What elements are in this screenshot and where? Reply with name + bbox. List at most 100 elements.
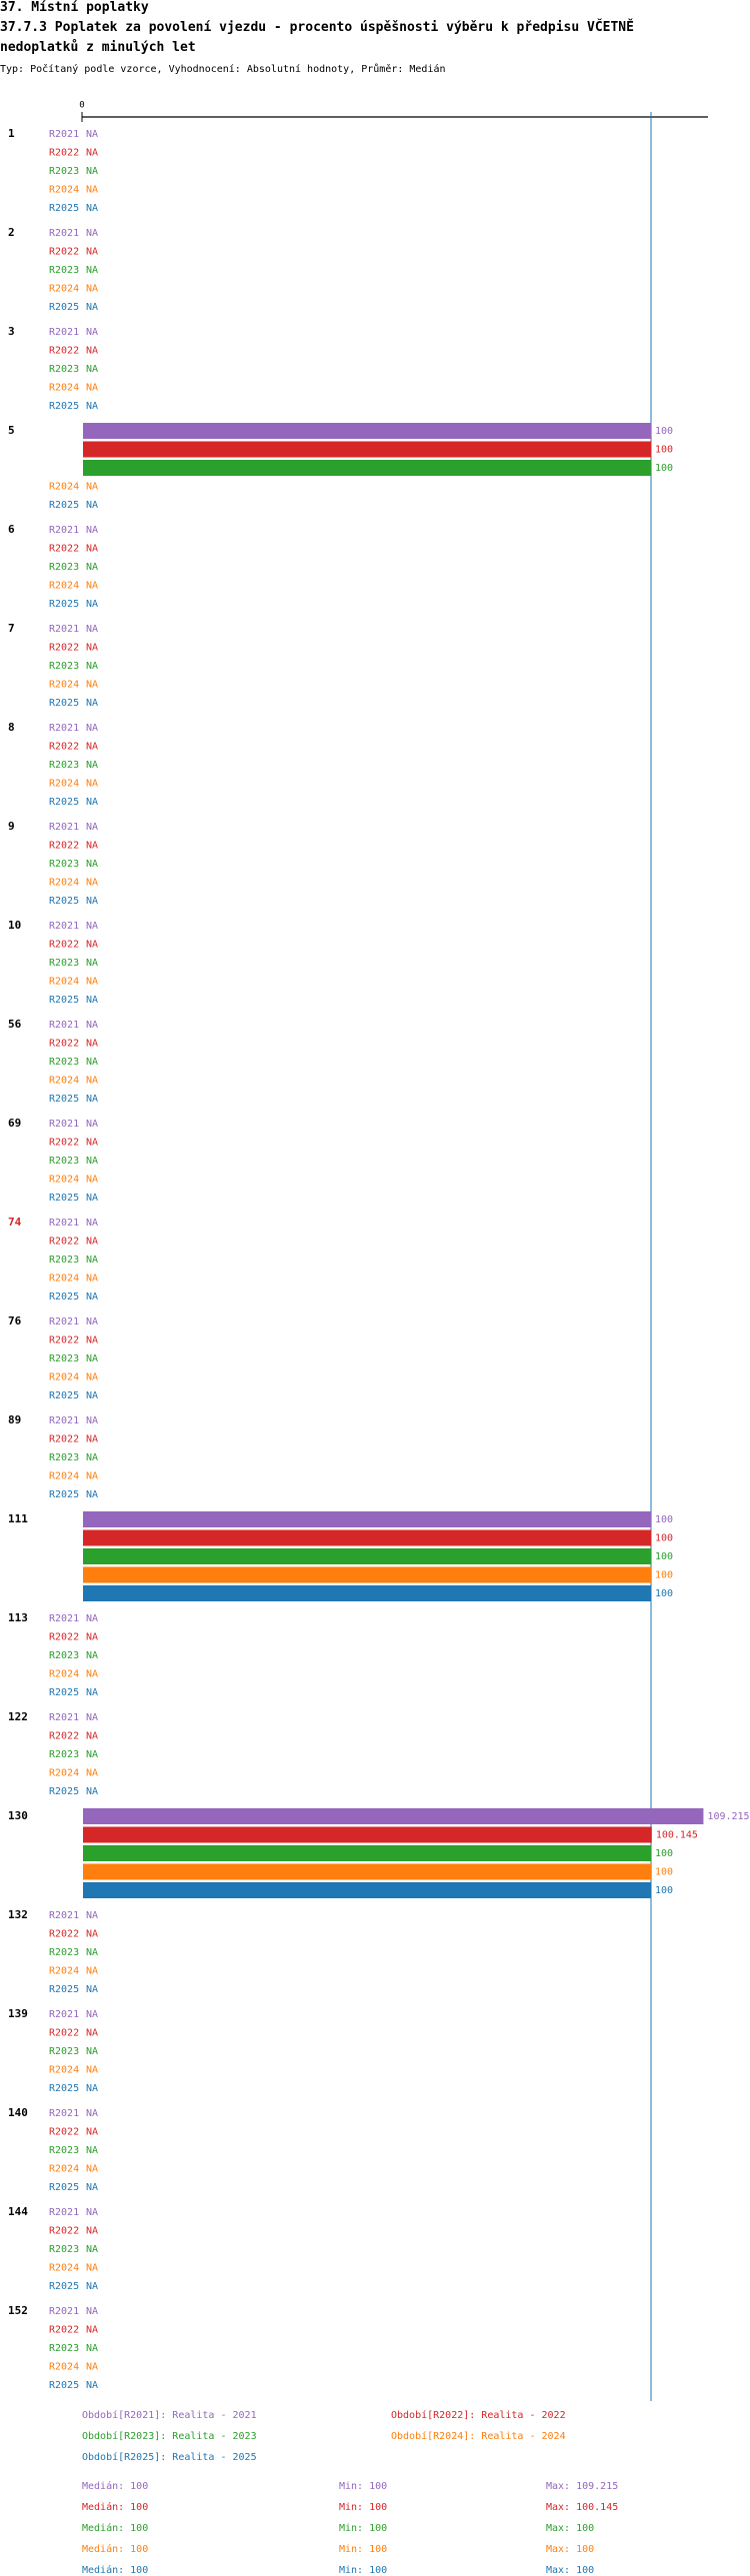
na-label: NA bbox=[86, 2046, 98, 2057]
category-label: 1 bbox=[8, 127, 15, 140]
na-label: NA bbox=[86, 2182, 98, 2193]
data-label: 100.145 bbox=[656, 1830, 698, 1841]
series-row-label: R2022 bbox=[49, 742, 79, 753]
category-label: 6 bbox=[8, 523, 15, 536]
series-row-label: R2023 bbox=[49, 364, 79, 375]
na-label: NA bbox=[86, 247, 98, 258]
stat-max: Max: 109.215 bbox=[546, 2481, 619, 2492]
na-label: NA bbox=[86, 1119, 98, 1130]
stat-min: Min: 100 bbox=[339, 2544, 388, 2555]
na-label: NA bbox=[86, 1768, 98, 1779]
series-row-label: R2024 bbox=[49, 581, 79, 592]
category-label: 74 bbox=[8, 1216, 22, 1229]
series-row-label: R2022 bbox=[49, 148, 79, 159]
na-label: NA bbox=[86, 364, 98, 375]
series-row-label: R2025 bbox=[49, 2182, 79, 2193]
series-row-label: R2022 bbox=[49, 643, 79, 654]
na-label: NA bbox=[86, 1947, 98, 1958]
na-label: NA bbox=[86, 1984, 98, 1995]
chart-subtitle: Typ: Počítaný podle vzorce, Vyhodnocení:… bbox=[0, 64, 446, 75]
stat-max: Max: 100.145 bbox=[546, 2502, 619, 2513]
series-row-label: R2021 bbox=[49, 1020, 79, 1031]
data-bar bbox=[83, 441, 651, 458]
series-row-label: R2022 bbox=[49, 1929, 79, 1940]
series-row-label: R2024 bbox=[49, 1966, 79, 1977]
series-row-label: R2023 bbox=[49, 1551, 79, 1562]
series-row-label: R2022 bbox=[49, 1731, 79, 1742]
category-label: 113 bbox=[8, 1611, 28, 1624]
na-label: NA bbox=[86, 203, 98, 214]
stat-max: Max: 100 bbox=[546, 2565, 595, 2576]
stat-min: Min: 100 bbox=[339, 2502, 388, 2513]
na-label: NA bbox=[86, 1255, 98, 1266]
series-row-label: R2025 bbox=[49, 203, 79, 214]
series-row-label: R2025 bbox=[49, 1885, 79, 1896]
data-bar bbox=[83, 1585, 651, 1601]
na-label: NA bbox=[86, 1712, 98, 1723]
series-row-label: R2024 bbox=[49, 1175, 79, 1186]
data-label: 100 bbox=[655, 1867, 673, 1878]
series-row-label: R2024 bbox=[49, 1274, 79, 1285]
series-row-label: R2021 bbox=[49, 921, 79, 932]
series-row-label: R2023 bbox=[49, 463, 79, 474]
series-row-label: R2024 bbox=[49, 1867, 79, 1878]
series-row-label: R2024 bbox=[49, 482, 79, 493]
series-row-label: R2021 bbox=[49, 426, 79, 437]
na-label: NA bbox=[86, 723, 98, 734]
na-label: NA bbox=[86, 797, 98, 808]
legend-entry: Období[R2024]: Realita - 2024 bbox=[391, 2431, 566, 2442]
data-label: 100 bbox=[655, 1533, 673, 1544]
series-row-label: R2021 bbox=[49, 327, 79, 338]
series-row-label: R2023 bbox=[49, 1255, 79, 1266]
category-label: 10 bbox=[8, 919, 21, 932]
chart-title-continued: nedoplatků z minulých let bbox=[0, 40, 196, 55]
series-row-label: R2022 bbox=[49, 445, 79, 456]
series-row-label: R2025 bbox=[49, 2083, 79, 2094]
data-bar bbox=[83, 1863, 651, 1880]
na-label: NA bbox=[86, 1966, 98, 1977]
stat-max: Max: 100 bbox=[546, 2523, 595, 2534]
na-label: NA bbox=[86, 661, 98, 672]
na-label: NA bbox=[86, 1094, 98, 1105]
na-label: NA bbox=[86, 2362, 98, 2373]
na-label: NA bbox=[86, 544, 98, 555]
na-label: NA bbox=[86, 166, 98, 177]
series-row-label: R2025 bbox=[49, 1786, 79, 1797]
category-label: 56 bbox=[8, 1018, 22, 1031]
na-label: NA bbox=[86, 581, 98, 592]
data-label: 100 bbox=[655, 1885, 673, 1896]
series-row-label: R2024 bbox=[49, 977, 79, 988]
stat-median: Medián: 100 bbox=[82, 2544, 149, 2555]
series-row-label: R2022 bbox=[49, 1434, 79, 1445]
na-label: NA bbox=[86, 2164, 98, 2175]
na-label: NA bbox=[86, 1786, 98, 1797]
series-row-label: R2023 bbox=[49, 2244, 79, 2255]
data-label: 109.215 bbox=[707, 1811, 749, 1822]
series-row-label: R2025 bbox=[49, 1291, 79, 1302]
na-label: NA bbox=[86, 2244, 98, 2255]
series-row-label: R2025 bbox=[49, 698, 79, 709]
data-bar bbox=[83, 460, 651, 476]
na-label: NA bbox=[86, 742, 98, 753]
series-row-label: R2025 bbox=[49, 1588, 79, 1599]
series-row-label: R2021 bbox=[49, 525, 79, 536]
na-label: NA bbox=[86, 401, 98, 412]
na-label: NA bbox=[86, 2065, 98, 2076]
series-row-label: R2022 bbox=[49, 2226, 79, 2237]
series-row-label: R2021 bbox=[49, 2306, 79, 2317]
category-label: 89 bbox=[8, 1413, 21, 1426]
series-row-label: R2024 bbox=[49, 1768, 79, 1779]
series-row-label: R2024 bbox=[49, 284, 79, 295]
data-label: 100 bbox=[655, 463, 673, 474]
series-row-label: R2023 bbox=[49, 1650, 79, 1661]
na-label: NA bbox=[86, 185, 98, 196]
na-label: NA bbox=[86, 1471, 98, 1482]
series-row-label: R2021 bbox=[49, 1613, 79, 1624]
series-row-label: R2022 bbox=[49, 247, 79, 258]
series-row-label: R2023 bbox=[49, 2046, 79, 2057]
series-row-label: R2022 bbox=[49, 1039, 79, 1050]
na-label: NA bbox=[86, 896, 98, 907]
series-row-label: R2025 bbox=[49, 1984, 79, 1995]
stat-max: Max: 100 bbox=[546, 2544, 595, 2555]
na-label: NA bbox=[86, 1291, 98, 1302]
